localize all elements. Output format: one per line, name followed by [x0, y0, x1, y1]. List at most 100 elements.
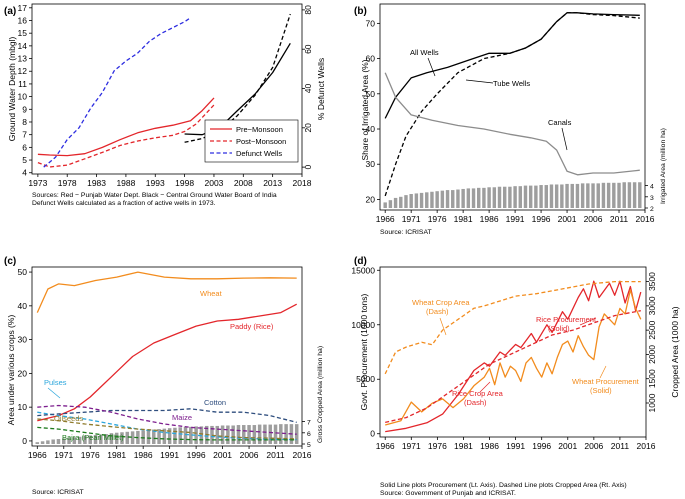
ytick-label-10: 10	[18, 92, 28, 102]
bar-irrigated-area-1997	[544, 185, 548, 208]
ytick-label-11: 11	[18, 79, 27, 89]
series-wheat	[36, 271, 297, 313]
xtick-label-1991: 1991	[160, 450, 179, 460]
bar-irrigated-area-2009	[606, 182, 611, 208]
y2tick-label-40: 40	[303, 84, 313, 94]
ytick-label-4: 4	[22, 168, 27, 178]
xtick-label-2016: 2016	[293, 450, 312, 460]
annotation-bajra: Bajra (Pearl Millet)	[62, 433, 124, 442]
annotation-pulses-arrow	[47, 387, 61, 399]
bar-gross-cropped-area-2007	[252, 425, 257, 444]
xtick-label-1971: 1971	[402, 441, 421, 451]
bar-irrigated-area-2002	[570, 183, 574, 208]
xtick-label-1971: 1971	[402, 214, 421, 224]
series-wheat-procurement	[385, 289, 642, 426]
panel-b-series	[384, 12, 640, 197]
xtick-label-1986: 1986	[480, 441, 499, 451]
bar-gross-cropped-area-1987	[146, 430, 151, 444]
y2tick-label-7: 7	[307, 420, 311, 427]
series-defunct-wells	[43, 17, 191, 168]
panel-a-frame	[31, 3, 303, 175]
bar-gross-cropped-area-2008	[257, 424, 262, 444]
panel-b: 1966 1971 1976 1981 1986 1991 1996 2001 2006 2011…	[360, 3, 667, 236]
bar-gross-cropped-area-1966	[35, 442, 40, 444]
annotation-oilseeds: Oilseeds	[54, 414, 83, 423]
y2tick-label-1000: 1000	[647, 393, 657, 412]
y2tick-label-6: 6	[307, 431, 311, 438]
bar-irrigated-area-1996	[539, 185, 543, 208]
series-pre-monsoon	[37, 97, 215, 157]
series-maize	[37, 404, 297, 435]
bar-gross-cropped-area-1992	[173, 427, 177, 444]
xtick-label-2001: 2001	[213, 450, 232, 460]
bar-irrigated-area-1993	[523, 185, 528, 208]
xtick-label-2016: 2016	[637, 441, 656, 451]
ytick-label-50: 50	[366, 89, 376, 99]
ytick-label-40: 40	[366, 124, 376, 134]
ytick-label-7: 7	[22, 130, 27, 140]
panel-d-y2axis: 1000 1500 2000 2500 3000 3500	[646, 272, 657, 412]
bar-irrigated-area-2003	[575, 183, 580, 208]
bar-gross-cropped-area-2000	[215, 425, 220, 444]
ytick-label-12: 12	[18, 66, 28, 76]
bar-gross-cropped-area-2003	[231, 425, 235, 444]
panel-a-y2label: % Defunct Wells	[316, 58, 326, 120]
series-cgwb-post	[184, 13, 291, 143]
panel-a: 1973 1978 1983 1988 1993 1998 2003 2008 2013 2018…	[7, 3, 326, 207]
panel-c-bars	[35, 424, 299, 444]
legend-defunct-label: Defunct Wells	[236, 149, 282, 158]
series-pulses	[37, 411, 297, 441]
bar-gross-cropped-area-1972	[67, 437, 71, 444]
series-all-wells	[384, 12, 640, 119]
ytick-label-0: 0	[370, 429, 375, 439]
panel-c-ylabel: Area under various crops (%)	[6, 315, 16, 426]
panel-a-note-1: Sources: Red − Punjab Water Dept. Black …	[32, 192, 277, 199]
bar-irrigated-area-1976	[435, 191, 439, 208]
ytick-label-10000: 10000	[351, 320, 375, 330]
bar-gross-cropped-area-1968	[46, 440, 50, 444]
y2tick-label-5: 5	[307, 442, 311, 449]
panel-c: 1966 1971 1976 1981 1986 1991 1996 2001 2006 2011…	[6, 266, 324, 496]
ytick-label-15: 15	[18, 28, 28, 38]
bar-gross-cropped-area-1994	[183, 426, 188, 444]
bar-gross-cropped-area-1982	[120, 432, 124, 444]
xtick-label-1996: 1996	[532, 441, 551, 451]
xtick-label-1966: 1966	[376, 441, 395, 451]
panel-c-y2label: Gross Cropped Area (million ha)	[317, 346, 324, 443]
xtick-label-1991: 1991	[506, 441, 525, 451]
xtick-label-1983: 1983	[87, 178, 106, 188]
y2tick-label-2000: 2000	[647, 345, 657, 364]
annotation-rice-procurement-arrow	[579, 317, 597, 326]
y2tick-label-3500: 3500	[647, 272, 657, 291]
xtick-label-1978: 1978	[58, 178, 77, 188]
bar-irrigated-area-1967	[388, 200, 393, 208]
xtick-label-2011: 2011	[610, 214, 629, 224]
bar-irrigated-area-1968	[393, 197, 398, 208]
panel-a-xaxis: 1973 1978 1983 1988 1993 1998 2003 2008 2013 2018	[28, 174, 312, 188]
ytick-label-6: 6	[22, 142, 27, 152]
annotation-cotton: Cotton	[204, 398, 226, 407]
ytick-label-20: 20	[366, 194, 376, 204]
bar-irrigated-area-1980	[456, 189, 460, 208]
bar-gross-cropped-area-1967	[40, 441, 45, 444]
series-oilseeds	[37, 418, 297, 440]
annotation-canals-arrow	[561, 127, 568, 151]
annotation-rice-procurement-line2: (Solid)	[548, 324, 570, 333]
panel-b-yaxis: 20 30 40 50 60 70	[366, 18, 380, 204]
xtick-label-1993: 1993	[146, 178, 165, 188]
bar-gross-cropped-area-1989	[157, 429, 161, 444]
bar-gross-cropped-area-2006	[247, 425, 251, 444]
ytick-label-0: 0	[22, 436, 27, 446]
bar-irrigated-area-1995	[534, 185, 538, 208]
bar-irrigated-area-2012	[622, 182, 626, 208]
bar-irrigated-area-2005	[586, 183, 590, 208]
xtick-label-1981: 1981	[454, 441, 473, 451]
y2tick-label-2500: 2500	[647, 320, 657, 339]
panel-a-y2axis: 0 20 40 60 80	[302, 5, 313, 169]
xtick-label-1981: 1981	[454, 214, 473, 224]
xtick-label-1976: 1976	[81, 450, 100, 460]
xtick-label-2011: 2011	[611, 441, 630, 451]
bar-gross-cropped-area-1983	[125, 431, 130, 444]
panel-d-yaxis: 0 5000 10000 15000	[351, 265, 380, 439]
